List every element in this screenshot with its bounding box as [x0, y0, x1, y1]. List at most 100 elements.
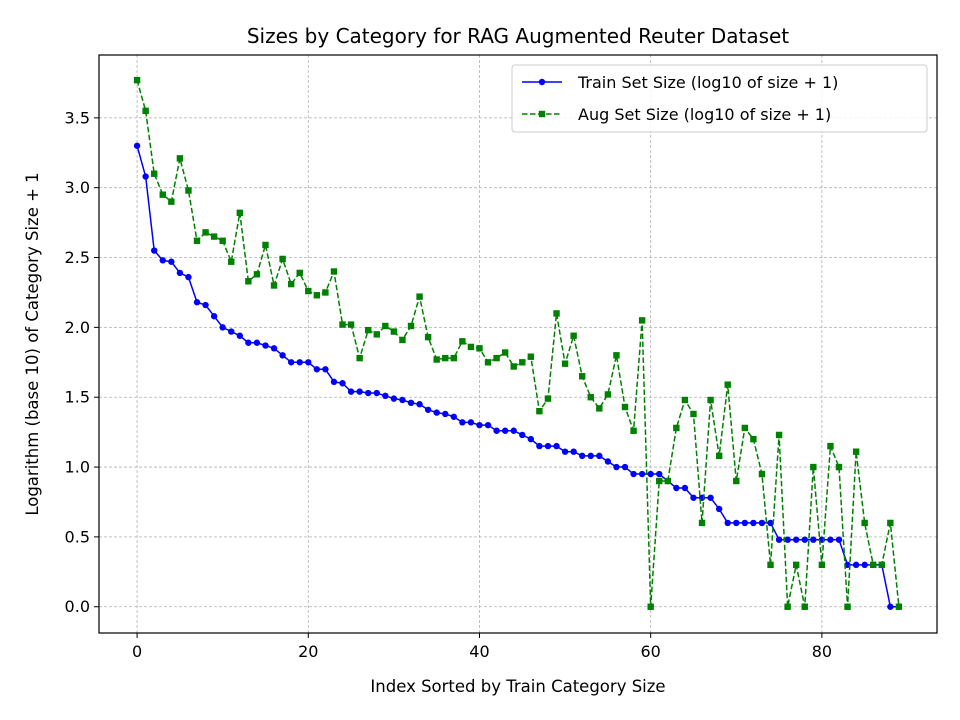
data-point — [578, 373, 586, 380]
data-point — [715, 452, 723, 460]
data-point — [519, 359, 526, 366]
data-point — [621, 463, 629, 471]
data-point — [442, 354, 449, 362]
x-tick-label: 20 — [298, 642, 318, 661]
data-point — [416, 401, 423, 408]
data-point — [698, 519, 706, 527]
data-point — [210, 313, 218, 320]
data-point — [236, 332, 244, 339]
y-tick-label: 0.0 — [65, 597, 90, 616]
data-point — [484, 421, 492, 429]
data-point — [399, 396, 406, 404]
data-point — [570, 332, 577, 339]
data-point — [399, 336, 406, 344]
x-tick-label: 0 — [132, 642, 142, 661]
data-point — [228, 258, 235, 265]
data-point — [262, 342, 269, 349]
data-point — [741, 424, 749, 432]
data-point — [219, 237, 226, 244]
data-point — [305, 359, 312, 366]
data-point — [561, 360, 569, 367]
data-point — [527, 435, 535, 443]
y-tick-label: 1.0 — [65, 458, 90, 477]
data-point — [724, 381, 731, 388]
data-point — [501, 349, 509, 356]
data-point — [450, 413, 458, 420]
data-point — [159, 257, 166, 264]
data-point — [784, 536, 791, 543]
data-point — [433, 409, 440, 416]
data-point — [638, 317, 646, 324]
data-point — [356, 388, 363, 395]
data-point — [433, 356, 440, 363]
data-point — [827, 536, 834, 543]
data-point — [185, 273, 192, 281]
data-point — [202, 229, 209, 236]
data-point — [296, 269, 303, 277]
data-point — [741, 519, 749, 527]
data-point — [510, 363, 517, 370]
data-point — [673, 484, 680, 492]
data-point — [476, 421, 483, 429]
data-point — [151, 247, 158, 254]
data-point — [501, 427, 509, 434]
data-point — [467, 419, 475, 426]
data-point — [758, 519, 766, 527]
data-point — [193, 299, 201, 306]
data-point — [553, 442, 560, 450]
data-point — [476, 345, 483, 352]
data-point — [442, 410, 449, 418]
data-point — [185, 187, 192, 194]
data-point — [373, 389, 380, 397]
data-point — [339, 380, 346, 387]
data-point — [690, 494, 697, 501]
data-point — [801, 603, 808, 610]
data-point — [596, 405, 603, 412]
data-point — [587, 452, 594, 460]
data-point — [407, 399, 415, 407]
data-point — [493, 354, 500, 362]
data-point — [758, 470, 766, 478]
data-point — [322, 289, 329, 296]
data-point — [861, 519, 868, 527]
data-point — [681, 396, 689, 404]
data-point — [133, 142, 141, 149]
data-point — [168, 198, 175, 205]
y-tick-label: 3.5 — [65, 108, 90, 127]
data-point — [219, 324, 226, 331]
data-point — [664, 477, 671, 485]
data-point — [210, 233, 218, 240]
data-point — [253, 339, 261, 346]
data-point — [810, 463, 817, 471]
legend: Train Set Size (log10 of size + 1) Aug S… — [511, 64, 928, 133]
data-point — [673, 424, 680, 432]
data-point — [613, 463, 620, 471]
data-point — [339, 321, 346, 328]
data-point — [690, 410, 697, 418]
data-point — [578, 452, 586, 460]
data-point — [852, 448, 860, 455]
data-point — [613, 352, 620, 359]
data-point — [656, 477, 663, 485]
x-tick-label: 80 — [812, 642, 832, 661]
data-point — [330, 378, 338, 386]
data-point — [450, 354, 458, 362]
y-tick-label: 3.0 — [65, 178, 90, 197]
data-point — [870, 561, 877, 569]
x-axis-title: Index Sorted by Train Category Size — [370, 677, 665, 696]
data-point — [159, 191, 166, 198]
data-point — [827, 442, 834, 450]
data-point — [715, 505, 723, 513]
data-point — [750, 519, 757, 527]
y-tick-label: 2.5 — [65, 248, 90, 267]
data-point — [733, 519, 740, 527]
data-point — [142, 107, 149, 115]
data-point — [305, 287, 312, 295]
data-point — [887, 603, 894, 610]
data-point — [861, 561, 868, 569]
data-point — [596, 452, 603, 460]
data-point — [656, 470, 663, 478]
data-point — [270, 345, 278, 352]
data-point — [493, 427, 500, 434]
